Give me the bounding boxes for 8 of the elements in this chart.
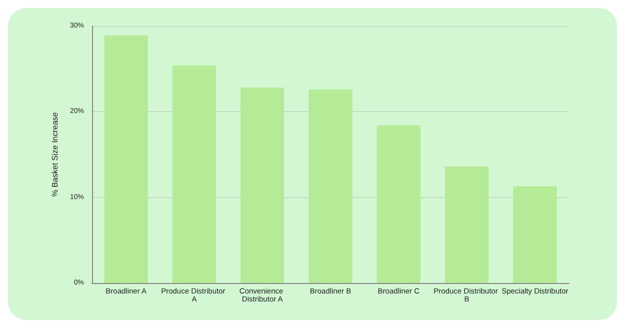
bar [308,89,352,283]
y-axis-title: % Basket Size Increase [50,112,60,197]
bar [513,186,557,283]
bar [444,166,489,283]
bar [240,88,284,283]
bar [376,125,420,283]
bar [104,35,148,283]
bar [172,65,216,283]
